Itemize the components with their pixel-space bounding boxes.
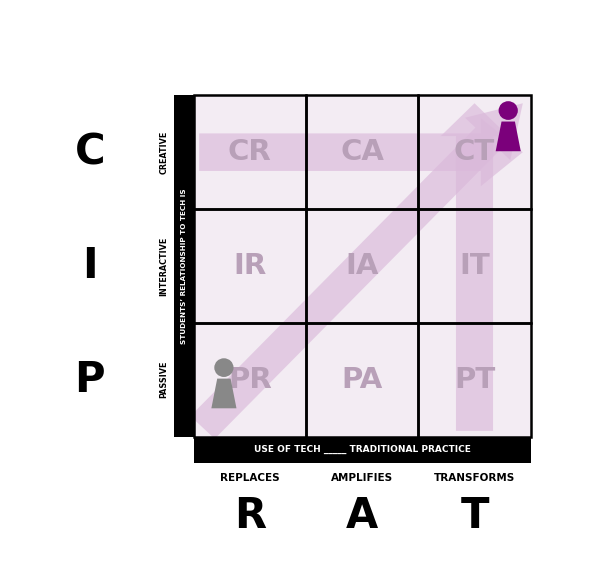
Bar bbox=[418, 95, 531, 209]
Text: I: I bbox=[82, 245, 98, 287]
Text: R: R bbox=[234, 495, 266, 537]
Bar bbox=[306, 209, 418, 323]
Text: INTERACTIVE: INTERACTIVE bbox=[160, 237, 169, 295]
Text: TRANSFORMS: TRANSFORMS bbox=[434, 473, 515, 483]
Bar bbox=[306, 95, 418, 209]
Bar bbox=[194, 95, 306, 209]
Bar bbox=[194, 323, 306, 437]
Text: AMPLIFIES: AMPLIFIES bbox=[331, 473, 393, 483]
Bar bbox=[418, 95, 531, 209]
Bar bbox=[418, 323, 531, 437]
Text: IR: IR bbox=[233, 252, 266, 280]
Text: P: P bbox=[74, 359, 105, 401]
Text: C: C bbox=[74, 131, 105, 173]
Bar bbox=[418, 323, 531, 437]
Text: CA: CA bbox=[340, 138, 384, 166]
Text: REPLACES: REPLACES bbox=[220, 473, 280, 483]
Bar bbox=[194, 209, 306, 323]
Bar bbox=[194, 95, 306, 209]
Bar bbox=[306, 209, 418, 323]
Text: USE OF TECH _____ TRADITIONAL PRACTICE: USE OF TECH _____ TRADITIONAL PRACTICE bbox=[254, 445, 470, 454]
Bar bbox=[194, 209, 306, 323]
Text: T: T bbox=[460, 495, 489, 537]
Circle shape bbox=[499, 101, 518, 120]
Bar bbox=[194, 323, 306, 437]
Polygon shape bbox=[496, 122, 521, 151]
Polygon shape bbox=[441, 103, 508, 431]
Polygon shape bbox=[211, 379, 236, 409]
Text: A: A bbox=[346, 495, 378, 537]
Bar bbox=[306, 95, 418, 209]
Polygon shape bbox=[199, 118, 523, 186]
Bar bbox=[306, 323, 418, 437]
Text: PR: PR bbox=[228, 366, 272, 394]
Text: CR: CR bbox=[228, 138, 272, 166]
Polygon shape bbox=[190, 103, 523, 439]
Text: STUDENTS’ RELATIONSHIP TO TECH IS: STUDENTS’ RELATIONSHIP TO TECH IS bbox=[181, 188, 187, 344]
Circle shape bbox=[214, 358, 233, 377]
Text: PASSIVE: PASSIVE bbox=[160, 361, 169, 399]
Text: PT: PT bbox=[454, 366, 495, 394]
Text: PA: PA bbox=[341, 366, 383, 394]
Bar bbox=[194, 437, 531, 463]
Bar bbox=[418, 209, 531, 323]
Text: CREATIVE: CREATIVE bbox=[160, 130, 169, 174]
Bar bbox=[306, 323, 418, 437]
Text: CT: CT bbox=[454, 138, 495, 166]
Bar bbox=[418, 209, 531, 323]
Text: IA: IA bbox=[346, 252, 379, 280]
Bar bbox=[174, 95, 194, 437]
Text: IT: IT bbox=[459, 252, 490, 280]
